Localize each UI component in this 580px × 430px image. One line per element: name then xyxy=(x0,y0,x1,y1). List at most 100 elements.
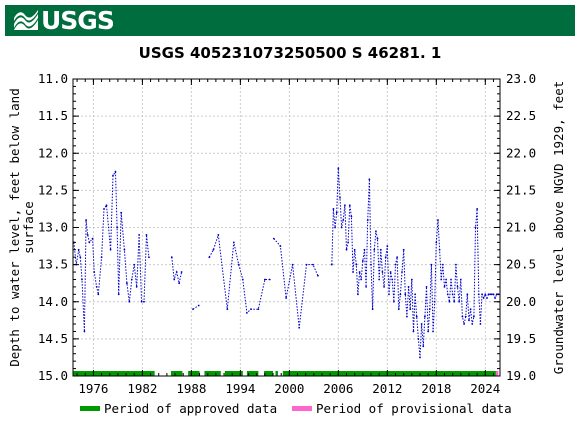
data-point xyxy=(365,286,368,288)
data-point xyxy=(474,226,477,229)
data-point xyxy=(441,263,444,266)
period-bars xyxy=(73,371,499,376)
x-tick-label: 1982 xyxy=(127,381,157,396)
data-point xyxy=(83,330,86,333)
data-point xyxy=(175,271,178,273)
x-tick-label: 2006 xyxy=(323,381,353,396)
data-point xyxy=(375,230,377,233)
y-left-tick-label: 11.5 xyxy=(38,108,68,123)
data-point xyxy=(123,248,126,251)
data-point xyxy=(291,263,294,266)
data-point xyxy=(378,278,381,281)
data-point xyxy=(77,248,80,251)
y-right-tick-label: 20.0 xyxy=(506,294,536,309)
legend-approved-label: Period of approved data xyxy=(104,401,277,416)
y-left-tick-label: 15.0 xyxy=(38,368,68,383)
y-left-tick-label: 14.5 xyxy=(38,331,68,346)
approved-period-bar xyxy=(188,371,200,376)
approved-period-bar xyxy=(246,371,259,376)
data-point xyxy=(305,263,308,266)
data-point xyxy=(268,278,271,281)
data-point xyxy=(371,308,374,311)
data-point xyxy=(173,278,176,281)
data-point xyxy=(117,293,120,296)
usgs-logo[interactable]: USGS xyxy=(13,6,115,35)
y-right-tick-label: 21.5 xyxy=(506,182,536,197)
data-point xyxy=(232,241,235,244)
data-point xyxy=(143,300,145,303)
data-point xyxy=(128,300,131,303)
approved-period-bar xyxy=(264,371,274,376)
data-point xyxy=(425,286,428,288)
data-point xyxy=(446,293,449,296)
data-point xyxy=(343,204,346,207)
y-right-tick-label: 19.0 xyxy=(506,368,536,383)
y-axis-label-left-line: Depth to water level, feet below land xyxy=(7,88,22,366)
data-point xyxy=(409,308,412,311)
data-point xyxy=(472,315,475,318)
approved-period-bar xyxy=(282,371,496,376)
x-tick-label: 1994 xyxy=(225,381,255,396)
data-point xyxy=(445,278,448,281)
data-point xyxy=(407,286,410,288)
axis-ticks: 11.0 11.5 12.0 12.5 13.0 13.5 14.0 14.5 15.0 19.0… xyxy=(38,71,536,396)
y-axis-label-right: Groundwater level above NGVD 1929, feet xyxy=(551,81,566,375)
data-point xyxy=(85,219,87,221)
data-point xyxy=(489,293,492,296)
data-point xyxy=(339,196,341,199)
data-point xyxy=(192,308,194,311)
legend: Period of approved data Period of provis… xyxy=(80,401,512,416)
data-point xyxy=(459,278,462,281)
x-tick-label: 2000 xyxy=(274,381,304,396)
y-left-tick-label: 11.0 xyxy=(38,71,68,86)
data-point xyxy=(135,286,138,288)
usgs-logo-text: USGS xyxy=(41,6,115,35)
data-point xyxy=(91,237,94,240)
data-point xyxy=(330,263,333,266)
data-point xyxy=(397,308,400,311)
series-line xyxy=(331,168,499,358)
data-point xyxy=(394,263,397,266)
x-tick-label: 1988 xyxy=(176,381,206,396)
data-point xyxy=(453,300,456,303)
data-point xyxy=(482,297,485,299)
data-point xyxy=(376,237,379,240)
data-point xyxy=(458,300,461,303)
data-point xyxy=(401,271,403,273)
data-point xyxy=(332,208,335,210)
y-axis-label-left: Depth to water level, feet below landsur… xyxy=(7,88,36,366)
data-point xyxy=(389,271,392,273)
data-point xyxy=(384,256,387,259)
x-tick-label: 2012 xyxy=(372,381,402,396)
data-point xyxy=(422,345,425,348)
usgs-wave-icon xyxy=(14,9,38,30)
data-point xyxy=(443,286,446,288)
data-point xyxy=(237,263,240,266)
data-point xyxy=(272,237,275,240)
data-point xyxy=(357,293,359,296)
data-point xyxy=(464,315,467,318)
data-point xyxy=(432,330,434,333)
y-right-tick-label: 23.0 xyxy=(506,71,536,86)
y-right-tick-label: 22.5 xyxy=(506,108,536,123)
data-point xyxy=(477,293,480,296)
data-point xyxy=(450,278,452,281)
legend-provisional-swatch xyxy=(292,406,312,411)
y-right-tick-label: 21.0 xyxy=(506,220,536,235)
data-point xyxy=(423,315,426,318)
data-point xyxy=(412,330,415,333)
data-point xyxy=(145,234,148,236)
data-point xyxy=(105,204,108,207)
data-point xyxy=(197,304,200,307)
y-left-tick-label: 12.0 xyxy=(38,145,68,160)
data-point xyxy=(419,356,421,359)
data-point xyxy=(399,293,402,296)
data-point xyxy=(170,256,173,259)
legend-provisional-label: Period of provisional data xyxy=(316,401,512,416)
provisional-period-bar xyxy=(495,371,499,376)
data-point xyxy=(420,323,423,325)
y-left-tick-label: 13.5 xyxy=(38,257,68,272)
data-point xyxy=(415,315,418,318)
approved-period-bar xyxy=(275,371,278,376)
